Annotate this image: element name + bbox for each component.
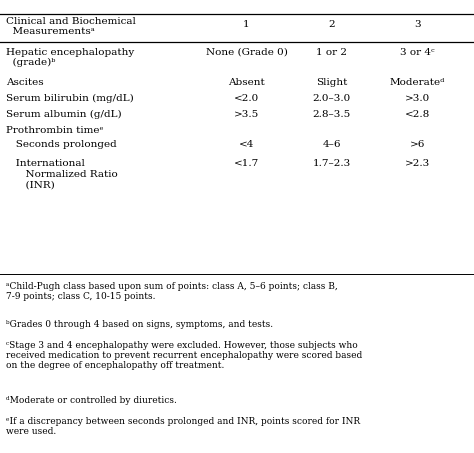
Text: >3.0: >3.0 (404, 94, 430, 103)
Text: ᵃChild-Pugh class based upon sum of points: class A, 5–6 points; class B,
7-9 po: ᵃChild-Pugh class based upon sum of poin… (6, 282, 337, 301)
Text: Prothrombin timeᵉ: Prothrombin timeᵉ (6, 126, 103, 135)
Text: Serum albumin (g/dL): Serum albumin (g/dL) (6, 110, 121, 119)
Text: Serum bilirubin (mg/dL): Serum bilirubin (mg/dL) (6, 94, 134, 103)
Text: >3.5: >3.5 (234, 110, 259, 119)
Text: <2.8: <2.8 (404, 110, 430, 119)
Text: Slight: Slight (316, 78, 347, 87)
Text: <4: <4 (239, 140, 254, 149)
Text: 2: 2 (328, 20, 335, 29)
Text: International
      Normalized Ratio
      (INR): International Normalized Ratio (INR) (6, 159, 118, 189)
Text: 1.7–2.3: 1.7–2.3 (313, 159, 351, 169)
Text: Seconds prolonged: Seconds prolonged (6, 140, 117, 149)
Text: >6: >6 (410, 140, 425, 149)
Text: <1.7: <1.7 (234, 159, 259, 169)
Text: ᶜStage 3 and 4 encephalopathy were excluded. However, those subjects who
receive: ᶜStage 3 and 4 encephalopathy were exclu… (6, 341, 362, 371)
Text: 1 or 2: 1 or 2 (316, 48, 347, 57)
Text: None (Grade 0): None (Grade 0) (206, 48, 287, 57)
Text: 1: 1 (243, 20, 250, 29)
Text: ᵈModerate or controlled by diuretics.: ᵈModerate or controlled by diuretics. (6, 396, 176, 405)
Text: Hepatic encephalopathy
  (grade)ᵇ: Hepatic encephalopathy (grade)ᵇ (6, 48, 134, 67)
Text: Ascites: Ascites (6, 78, 43, 87)
Text: 4–6: 4–6 (322, 140, 341, 149)
Text: 2.0–3.0: 2.0–3.0 (313, 94, 351, 103)
Text: Absent: Absent (228, 78, 265, 87)
Text: ᵇGrades 0 through 4 based on signs, symptoms, and tests.: ᵇGrades 0 through 4 based on signs, symp… (6, 320, 273, 329)
Text: Clinical and Biochemical
  Measurementsᵃ: Clinical and Biochemical Measurementsᵃ (6, 17, 136, 36)
Text: 3: 3 (414, 20, 420, 29)
Text: 3 or 4ᶜ: 3 or 4ᶜ (400, 48, 435, 57)
Text: >2.3: >2.3 (404, 159, 430, 169)
Text: Moderateᵈ: Moderateᵈ (390, 78, 445, 87)
Text: ᵉIf a discrepancy between seconds prolonged and INR, points scored for INR
were : ᵉIf a discrepancy between seconds prolon… (6, 417, 360, 436)
Text: <2.0: <2.0 (234, 94, 259, 103)
Text: 2.8–3.5: 2.8–3.5 (313, 110, 351, 119)
